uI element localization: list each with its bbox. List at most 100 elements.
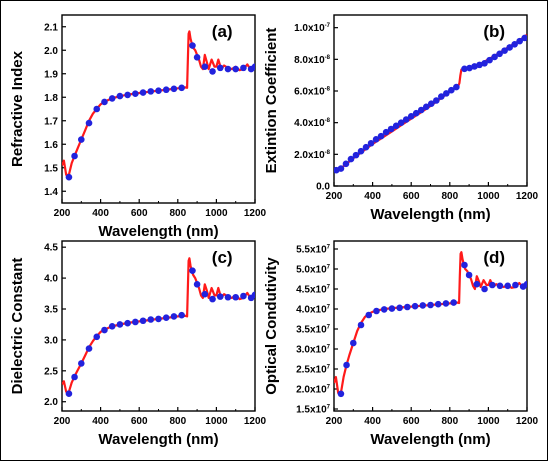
x-tick-label: 800 <box>441 191 458 202</box>
x-tick-label: 400 <box>364 416 381 427</box>
data-point <box>189 42 196 49</box>
data-point <box>357 147 365 155</box>
data-point <box>78 136 85 143</box>
x-tick-label: 800 <box>441 416 458 427</box>
data-point <box>388 305 396 312</box>
data-point <box>382 128 390 136</box>
x-tick-label: 1000 <box>205 416 228 427</box>
data-point <box>124 91 131 99</box>
data-point <box>486 56 493 64</box>
data-point <box>362 143 370 151</box>
data-point <box>240 292 247 300</box>
x-tick-label: 1200 <box>516 191 539 202</box>
y-tick-label: 2.1 <box>44 22 58 33</box>
x-axis-title: Wavelength (nm) <box>370 431 490 448</box>
data-point <box>365 311 373 319</box>
data-point <box>396 304 403 312</box>
chart-panel-c: 200 400 600 800 1000 1200 2.0 2.5 3.0 3.5 4.0 4.5 Wa… <box>9 240 267 448</box>
x-tick-label: 400 <box>364 191 381 202</box>
y-axis-title: Extintion Coefficient <box>263 28 280 174</box>
data-point <box>209 68 216 75</box>
data-point <box>124 319 131 327</box>
data-point <box>461 261 468 269</box>
data-point <box>193 54 201 61</box>
y-tick-label: 4.5 <box>44 243 58 254</box>
x-axis-title: Wavelength (nm) <box>370 206 490 223</box>
x-axis-title: Wavelength (nm) <box>98 431 218 448</box>
data-point <box>209 295 216 303</box>
data-point <box>162 86 170 94</box>
chart-panel-d: 200 400 600 800 1000 1200 1.5x107 2.0x107 2.5x10… <box>263 240 539 448</box>
data-point <box>232 293 239 301</box>
x-tick-label: 800 <box>169 416 186 427</box>
data-point <box>476 61 483 69</box>
x-tick-label: 1000 <box>477 191 500 202</box>
data-point <box>65 173 73 181</box>
data-point <box>162 314 170 321</box>
y-axis-title: Optical Condutivity <box>263 257 280 395</box>
data-point <box>473 280 481 288</box>
data-point <box>189 267 196 274</box>
x-tick-label: 600 <box>403 416 420 427</box>
data-point <box>85 119 93 127</box>
data-point <box>504 282 512 290</box>
data-point <box>417 106 425 114</box>
y-tick-label: 5.5x107 <box>296 245 331 256</box>
data-point <box>511 40 518 48</box>
y-tick-label: 5.0x107 <box>296 265 331 276</box>
y-tick-label: 2.0 <box>44 397 58 408</box>
data-point <box>116 321 124 328</box>
data-point <box>201 290 209 298</box>
data-point <box>427 301 434 309</box>
data-point <box>251 291 255 299</box>
data-point <box>407 113 415 120</box>
data-point <box>411 302 419 310</box>
y-tick-label: 8.0x10-8 <box>294 55 331 66</box>
x-tick-label: 600 <box>131 208 148 219</box>
y-tick-label: 1.0x10-7 <box>294 23 331 34</box>
data-point <box>419 302 427 309</box>
y-tick-label: 1.8 <box>44 93 58 104</box>
data-point <box>387 125 395 133</box>
y-tick-label: 4.5x107 <box>296 285 331 296</box>
data-point <box>108 95 116 102</box>
data-point <box>224 293 232 301</box>
y-tick-label: 3.0x107 <box>296 345 331 356</box>
data-point <box>491 53 498 61</box>
data-point <box>438 93 445 100</box>
data-point <box>442 300 450 307</box>
data-point <box>337 165 345 172</box>
y-tick-label: 2.0x10-8 <box>294 150 331 161</box>
data-point <box>139 317 147 325</box>
y-tick-label: 3.0 <box>44 335 58 346</box>
y-tick-label: 1.6 <box>44 140 58 151</box>
data-point <box>380 306 388 313</box>
x-tick-label: 1000 <box>205 208 228 219</box>
data-point <box>512 281 519 289</box>
panel-label: (c) <box>212 248 233 267</box>
data-point <box>93 105 101 113</box>
y-tick-label: 1.9 <box>44 69 58 80</box>
data-point <box>350 339 357 347</box>
data-point <box>377 132 385 140</box>
chart-panel-b: 200 400 600 800 1000 1200 0.0 2.0x10-8 4.0x10-8 6… <box>263 14 539 223</box>
y-tick-label: 1.5x107 <box>296 405 331 416</box>
data-point <box>155 87 162 94</box>
data-point <box>352 151 360 159</box>
data-point <box>224 65 232 73</box>
data-point <box>453 83 460 91</box>
chart-panel-a: 200 400 600 800 1000 1200 1.4 1.5 1.6 1.7 1.8 1.9 2.… <box>9 14 267 240</box>
panel-label: (d) <box>483 248 505 267</box>
y-tick-label: 6.0x10-8 <box>294 87 331 98</box>
data-point <box>132 90 139 98</box>
x-tick-label: 200 <box>54 416 71 427</box>
x-tick-label: 800 <box>169 208 186 219</box>
data-point <box>465 271 473 279</box>
data-point <box>342 160 350 168</box>
data-point <box>108 323 116 330</box>
x-tick-label: 400 <box>92 208 109 219</box>
data-point <box>404 303 411 311</box>
data-point <box>434 300 442 308</box>
y-tick-label: 4.0x10-8 <box>294 118 331 129</box>
